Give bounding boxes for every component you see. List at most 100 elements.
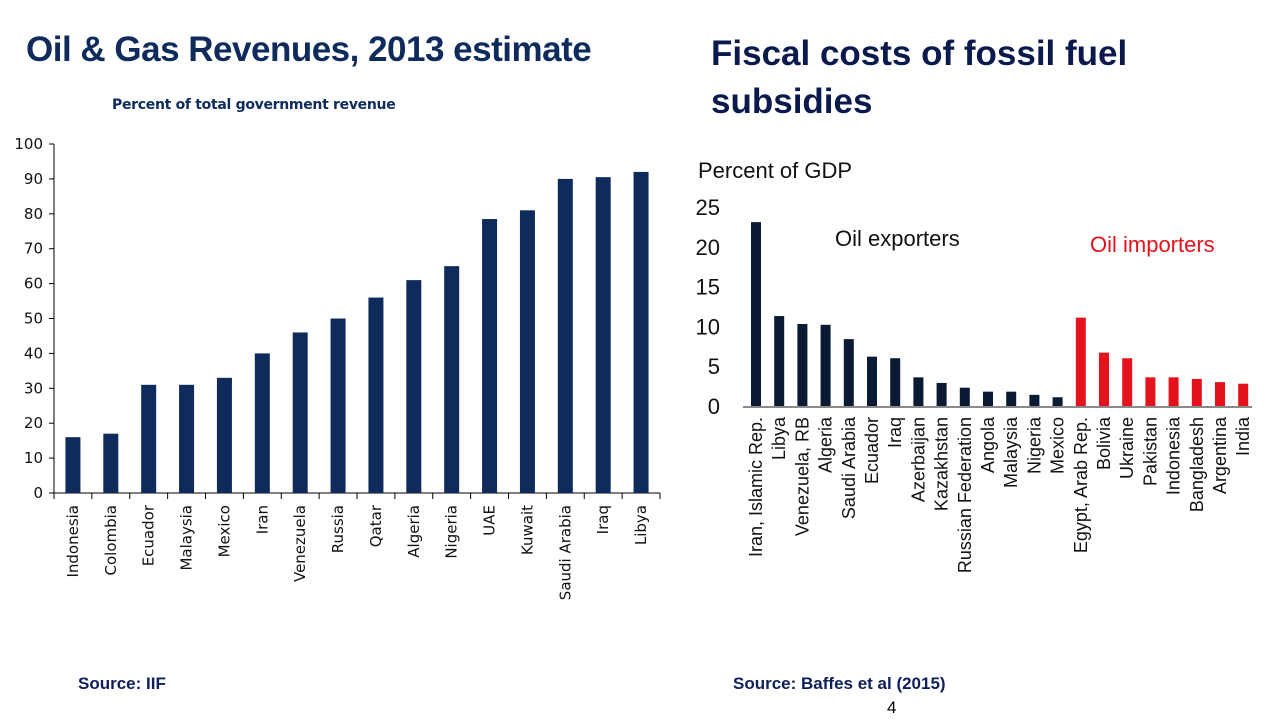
left-chart-subtitle: Percent of total government revenue (112, 97, 396, 113)
right-category-label: Argentina (1210, 416, 1230, 494)
right-category-label: Saudi Arabia (839, 416, 859, 519)
left-y-tick-label: 50 (24, 310, 43, 328)
left-bar (368, 297, 384, 493)
right-category-label: Libya (769, 416, 789, 460)
oil-exporters-annotation: Oil exporters (835, 226, 960, 251)
left-category-label: Saudi Arabia (556, 505, 574, 600)
right-y-tick-label: 20 (696, 235, 720, 260)
left-category-label: Mexico (215, 505, 233, 557)
exporter-bar (843, 339, 854, 406)
importer-bar (1099, 352, 1109, 406)
left-category-label: Kuwait (518, 505, 536, 555)
right-y-axis-label: Percent of GDP (698, 158, 852, 183)
importer-bar (1191, 378, 1202, 406)
right-y-tick-label: 10 (696, 314, 720, 339)
left-category-label: Ecuador (140, 504, 158, 566)
right-chart-title: Fiscal costs of fossil fuel subsidies (711, 34, 1128, 121)
left-y-tick-label: 100 (14, 135, 43, 153)
left-category-label: Algeria (405, 505, 423, 558)
left-y-tick-label: 30 (24, 379, 43, 397)
left-category-label: Iran (253, 505, 271, 534)
right-y-tick-label: 25 (696, 195, 720, 220)
right-category-label: Malaysia (1001, 416, 1021, 488)
left-y-tick-label: 80 (24, 205, 43, 223)
left-bar-chart: 0 10 20 30 40 50 60 70 80 90 100 Indonesia Colombia E… (14, 135, 661, 600)
importer-bar (1122, 358, 1133, 406)
right-y-tick-label: 15 (696, 275, 720, 300)
exporter-bar (797, 324, 808, 406)
importer-bar (1075, 317, 1086, 406)
exporter-bar (913, 377, 924, 406)
importer-bar (1145, 377, 1156, 406)
left-category-label: UAE (481, 505, 499, 536)
right-category-label: Kazakhstan (932, 417, 952, 511)
left-chart-title: Oil & Gas Revenues, 2013 estimate (26, 30, 592, 69)
right-category-label: Venezuela, RB (792, 417, 812, 536)
right-y-tick-label: 5 (708, 354, 720, 379)
right-category-label: Mexico (1048, 417, 1068, 474)
exporter-bar (890, 358, 901, 406)
right-category-label: Angola (978, 416, 998, 473)
left-source-note: Source: IIF (78, 674, 166, 693)
page-number: 4 (887, 698, 897, 717)
right-bar-chart: Percent of GDP 0 5 10 15 20 25 Iran, Islamic Re… (696, 158, 1254, 573)
right-category-label: Indonesia (1164, 416, 1184, 495)
right-category-label: Azerbaijan (908, 417, 928, 502)
left-category-label: Libya (632, 505, 650, 545)
importer-bar (1168, 377, 1179, 406)
exporter-bar (983, 391, 993, 406)
right-category-label: Russian Federation (955, 417, 975, 573)
oil-importers-annotation: Oil importers (1090, 232, 1215, 257)
left-category-label: Malaysia (178, 505, 196, 571)
left-y-tick-label: 40 (24, 344, 43, 362)
left-bar (141, 384, 157, 493)
left-bar (330, 318, 346, 493)
left-y-tick-label: 70 (24, 240, 43, 258)
left-category-label: Iraq (594, 505, 612, 534)
right-category-label: Ecuador (862, 417, 882, 484)
exporter-bar (867, 356, 877, 406)
left-category-label: Indonesia (64, 505, 82, 578)
right-category-label: Bolivia (1094, 416, 1114, 470)
importer-bar (1238, 383, 1249, 406)
left-category-label: Nigeria (443, 505, 461, 559)
right-category-label: Bangladesh (1187, 417, 1207, 512)
left-y-tick-label: 20 (24, 414, 43, 432)
left-bar (557, 178, 573, 493)
exporter-bar (820, 324, 831, 406)
left-category-label: Colombia (102, 505, 120, 576)
right-source-note: Source: Baffes et al (2015) (733, 674, 946, 693)
right-category-label: Nigeria (1024, 416, 1044, 474)
exporter-bar (1006, 391, 1017, 406)
left-bar (254, 353, 270, 493)
left-y-tick-label: 0 (33, 484, 43, 502)
exporter-bar (774, 316, 785, 406)
left-bar (595, 177, 611, 493)
right-category-label: Iran, Islamic Rep. (746, 417, 766, 557)
exporter-bar (936, 382, 947, 406)
left-bar (179, 384, 195, 493)
exporter-bar (1029, 394, 1040, 406)
left-bar (406, 280, 422, 493)
right-category-label: Pakistan (1140, 417, 1160, 486)
right-category-label: Iraq (885, 417, 905, 448)
left-category-label: Russia (329, 505, 347, 553)
right-y-tick-label: 0 (708, 394, 720, 419)
left-bar (65, 437, 81, 493)
left-category-label: Venezuela (291, 505, 309, 582)
importer-bar (1215, 382, 1225, 406)
left-bar (482, 219, 498, 493)
exporter-bar (1052, 397, 1063, 406)
right-category-label: India (1233, 416, 1253, 456)
left-bar (216, 377, 232, 493)
left-bar (103, 433, 119, 493)
left-y-tick-label: 60 (24, 275, 43, 293)
left-bar (292, 332, 308, 493)
left-y-tick-label: 10 (24, 449, 43, 467)
exporter-bar (959, 387, 970, 406)
left-bar (444, 266, 460, 493)
exporter-bar (751, 222, 761, 406)
right-category-label: Algeria (816, 416, 836, 473)
left-y-tick-label: 90 (24, 170, 43, 188)
